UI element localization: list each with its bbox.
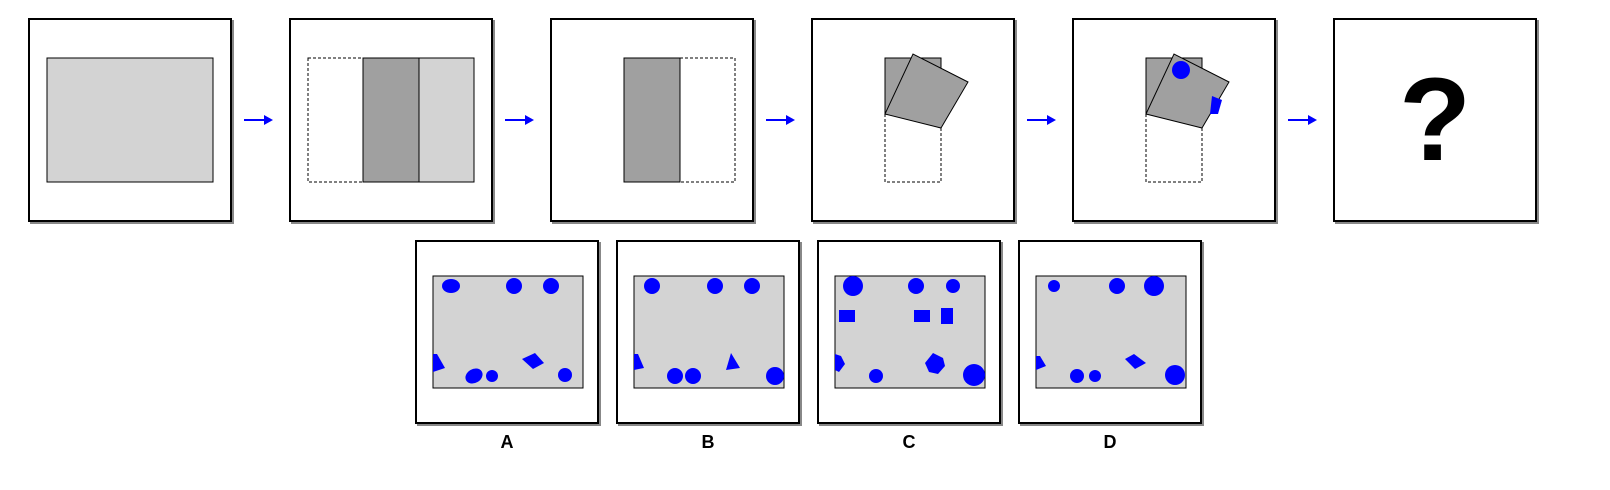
hole [946, 279, 960, 293]
paper-sheet [633, 275, 785, 389]
paper-sheet [432, 275, 584, 389]
hole [522, 353, 544, 369]
option-c-figure [834, 275, 986, 389]
hole [558, 368, 572, 382]
paper-sheet [1035, 275, 1187, 389]
folded-away-outline [679, 57, 736, 183]
step-3-panel [550, 18, 754, 222]
step-1-panel [28, 18, 232, 222]
hole [869, 369, 883, 383]
option-d-label: D [1103, 432, 1117, 452]
hole [1125, 354, 1146, 369]
hole [914, 310, 930, 322]
arrow-right-icon [244, 115, 273, 125]
step-1-figure [46, 57, 214, 183]
hole [835, 354, 845, 372]
hole [726, 353, 740, 370]
step-5-figure [1145, 53, 1230, 183]
step-5-panel [1072, 18, 1276, 222]
hole [1036, 356, 1046, 370]
question-panel: ? [1333, 18, 1537, 222]
hole [486, 370, 498, 382]
hole [1165, 365, 1185, 385]
step-4-figure [884, 53, 969, 183]
hole [644, 278, 660, 294]
step-2-figure [307, 57, 475, 183]
hole [667, 368, 683, 384]
step-4-panel [811, 18, 1015, 222]
hole [506, 278, 522, 294]
step-2-panel [289, 18, 493, 222]
diagonal-flap [884, 53, 969, 129]
paper-remaining [418, 57, 475, 183]
punched-hole-circle [1172, 61, 1190, 79]
option-b-panel[interactable] [616, 240, 800, 424]
hole [1070, 369, 1084, 383]
hole [1144, 276, 1164, 296]
hole [543, 278, 559, 294]
diagonal-flap [1145, 53, 1230, 129]
option-a-label: A [500, 432, 514, 452]
hole [707, 278, 723, 294]
option-c-panel[interactable] [817, 240, 1001, 424]
hole [908, 278, 924, 294]
option-c-label: C [902, 432, 916, 452]
hole [839, 310, 855, 322]
hole [744, 278, 760, 294]
hole [1048, 280, 1060, 292]
step-3-figure [623, 57, 736, 183]
paper-sheet [834, 275, 986, 389]
folded-away-outline [307, 57, 364, 183]
hole [433, 354, 445, 372]
hole [442, 279, 460, 293]
arrow-right-icon [1288, 115, 1317, 125]
paper-sheet [46, 57, 214, 183]
option-d-figure [1035, 275, 1187, 389]
hole [766, 367, 784, 385]
folded-layer [623, 57, 681, 183]
option-a-figure [432, 275, 584, 389]
hole [1109, 278, 1125, 294]
option-b-figure [633, 275, 785, 389]
folded-layer [362, 57, 420, 183]
hole [925, 353, 945, 374]
arrow-right-icon [1027, 115, 1056, 125]
hole [634, 354, 644, 370]
arrow-right-icon [505, 115, 534, 125]
punched-hole-square [1210, 96, 1222, 114]
option-d-panel[interactable] [1018, 240, 1202, 424]
question-mark: ? [1398, 54, 1472, 186]
option-b-label: B [701, 432, 715, 452]
hole [1089, 370, 1101, 382]
option-a-panel[interactable] [415, 240, 599, 424]
arrow-right-icon [766, 115, 795, 125]
hole [465, 368, 483, 384]
hole [843, 276, 863, 296]
hole [685, 368, 701, 384]
hole [941, 308, 953, 324]
hole [963, 364, 985, 386]
